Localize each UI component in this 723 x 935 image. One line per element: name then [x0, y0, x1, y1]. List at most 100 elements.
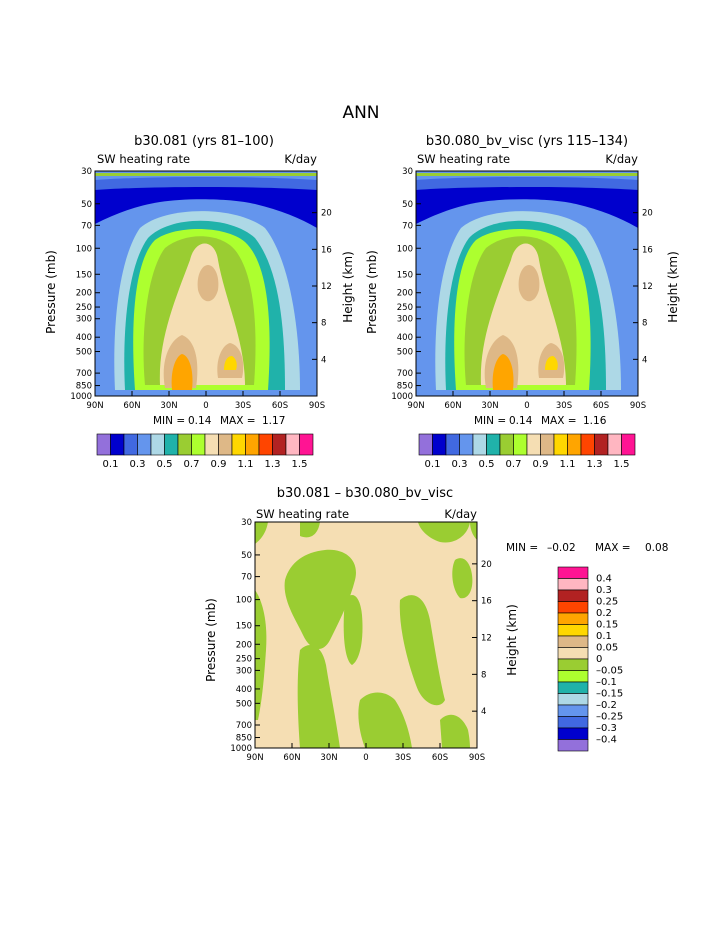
panel-2-y-tick-label: 500 — [397, 348, 413, 358]
panel-1-colorbar-swatch — [191, 433, 206, 456]
panel-3-max-value: 0.08 — [645, 542, 668, 554]
panel-1-height-tick-label: 8 — [321, 319, 326, 329]
panel-2-colorbar-swatch — [486, 433, 501, 456]
panel-3-x-tick-label: 60S — [432, 753, 448, 763]
panel-3-colorbar-label: –0.4 — [596, 735, 617, 746]
panel-1-contour-plot — [95, 171, 317, 396]
panel-3-colorbar-label: 0.4 — [596, 574, 612, 585]
panel-1-colorbar-swatch — [204, 433, 219, 456]
panel-3-fill-green-f — [255, 590, 267, 720]
panel-3-colorbar-label: 0.05 — [596, 643, 618, 654]
panel-1-fill-tan-upper — [197, 265, 219, 302]
panel-2-fill-gold — [545, 356, 558, 370]
panel-3-x-tick-label: 30S — [395, 753, 411, 763]
panel-3-colorbar-swatch — [557, 670, 589, 683]
panel-3-colorbar-swatch — [557, 566, 589, 579]
panel-3-colorbar-label: –0.15 — [596, 689, 623, 700]
panel-2-y-tick-label: 70 — [402, 221, 413, 231]
panel-2-y-tick-label: 250 — [397, 303, 413, 313]
panel-1-y-tick-label: 500 — [76, 348, 92, 358]
panel-3-contour-plot — [255, 522, 477, 748]
panel-1-max-label: MAX = — [220, 415, 256, 427]
panel-2-colorbar-swatch — [567, 433, 582, 456]
panel-3-x-tick-label: 30N — [320, 753, 337, 763]
panel-2-colorbar-label: 1.1 — [560, 459, 576, 470]
panel-2-colorbar-swatch — [418, 433, 433, 456]
panel-3-colorbar-swatch — [557, 704, 589, 717]
panel-2-colorbar-swatch — [499, 433, 514, 456]
panel-3-fill-green-j — [399, 595, 445, 706]
panel-2-y-tick-label: 30 — [402, 167, 413, 177]
panel-2-colorbar-swatch — [540, 433, 555, 456]
panel-3-fill-green-d — [470, 522, 477, 540]
panel-2-colorbar-swatch — [459, 433, 474, 456]
panel-1-y-tick-label: 300 — [76, 315, 92, 325]
panel-1-colorbar-label: 1.5 — [292, 459, 308, 470]
panel-2-colorbar-swatch — [580, 433, 595, 456]
panel-1-x-tick-label: 90N — [86, 401, 103, 411]
panel-1-y-tick-label: 200 — [76, 289, 92, 299]
panel-2-variable-label: SW heating rate — [417, 152, 510, 166]
panel-1-y-tick-label: 30 — [81, 167, 92, 177]
panel-1-y-tick-label: 50 — [81, 200, 92, 210]
panel-1-colorbar-swatch — [164, 433, 179, 456]
panel-2: b30.080_bv_visc (yrs 115–134) SW heating… — [365, 134, 680, 470]
panel-2-x-tick-label: 60N — [444, 401, 461, 411]
panel-3-colorbar-swatch — [557, 693, 589, 706]
panel-2-height-tick-label: 16 — [642, 245, 653, 255]
panel-3-colorbar-swatch — [557, 716, 589, 729]
panel-3-y-tick-label: 30 — [241, 518, 252, 528]
panel-2-x-tick-label: 30S — [556, 401, 572, 411]
panel-1-x-tick-label: 60S — [272, 401, 288, 411]
panel-3-fill-green-h — [343, 595, 363, 665]
panel-3-colorbar-label: 0.1 — [596, 631, 612, 642]
panel-1-fill-orange — [171, 354, 193, 390]
panel-3-x-tick-label: 60N — [283, 753, 300, 763]
panel-2-colorbar: 0.1 0.3 0.5 0.7 0.9 1.1 1.3 1.5 — [418, 433, 636, 470]
panel-2-max-label: MAX = — [541, 415, 577, 427]
panel-2-colorbar-swatch — [445, 433, 460, 456]
panel-1-x-tick-label: 60N — [123, 401, 140, 411]
panel-2-y-tick-label: 50 — [402, 200, 413, 210]
panel-2-y-tick-label: 850 — [397, 382, 413, 392]
panel-2-y-tick-label: 200 — [397, 289, 413, 299]
panel-3-height-axis-label: Height (km) — [505, 604, 519, 675]
panel-2-colorbar-swatch — [432, 433, 447, 456]
panel-1-variable-label: SW heating rate — [97, 152, 190, 166]
panel-3-colorbar-swatch — [557, 647, 589, 660]
panel-3-height-tick-label: 20 — [481, 560, 492, 570]
panel-1-min-label: MIN = — [153, 415, 185, 427]
panel-2-fill-tan-upper — [518, 265, 540, 302]
panel-3-y-tick-label: 50 — [241, 551, 252, 561]
panel-3-fill-green-c — [418, 522, 470, 543]
panel-2-units-label: K/day — [605, 152, 638, 166]
panel-2-min-label: MIN = — [474, 415, 506, 427]
panel-1-x-tick-label: 0 — [203, 401, 208, 411]
panel-3-fill-green-i — [358, 692, 412, 748]
panel-3-colorbar-swatch — [557, 612, 589, 625]
panel-1-x-tick-label: 90S — [309, 401, 325, 411]
panel-2-title: b30.080_bv_visc (yrs 115–134) — [426, 134, 628, 149]
panel-1-colorbar-swatch — [123, 433, 138, 456]
panel-3-colorbar-label: –0.3 — [596, 723, 617, 734]
panel-2-y-tick-label: 700 — [397, 369, 413, 379]
panel-3-colorbar-label: 0 — [596, 654, 602, 665]
panel-2-x-tick-label: 30N — [481, 401, 498, 411]
panel-3-colorbar-swatch — [557, 681, 589, 694]
panel-3-y-tick-label: 100 — [236, 596, 252, 606]
panel-2-fill-royal — [416, 177, 638, 190]
panel-3-axes: 90N 60N 30N 0 30S 60S 90S 30 50 70 100 150 200 250300… — [230, 518, 491, 763]
panel-1-title: b30.081 (yrs 81–100) — [134, 134, 274, 149]
panel-2-height-tick-label: 20 — [642, 209, 653, 219]
panel-1-colorbar-swatch — [177, 433, 192, 456]
panel-3-colorbar: 0.40.30.250.20.150.10.050–0.05–0.1–0.15–… — [557, 566, 623, 752]
panel-1-colorbar-swatch — [96, 433, 111, 456]
panel-1-height-tick-label: 4 — [321, 355, 326, 365]
panel-3-colorbar-swatch — [557, 624, 589, 637]
panel-3-colorbar-label: 0.2 — [596, 608, 612, 619]
panel-1-units-label: K/day — [284, 152, 317, 166]
panel-1-colorbar-label: 0.5 — [157, 459, 173, 470]
panel-1-colorbar-swatch — [150, 433, 165, 456]
panel-2-colorbar-swatch — [526, 433, 541, 456]
